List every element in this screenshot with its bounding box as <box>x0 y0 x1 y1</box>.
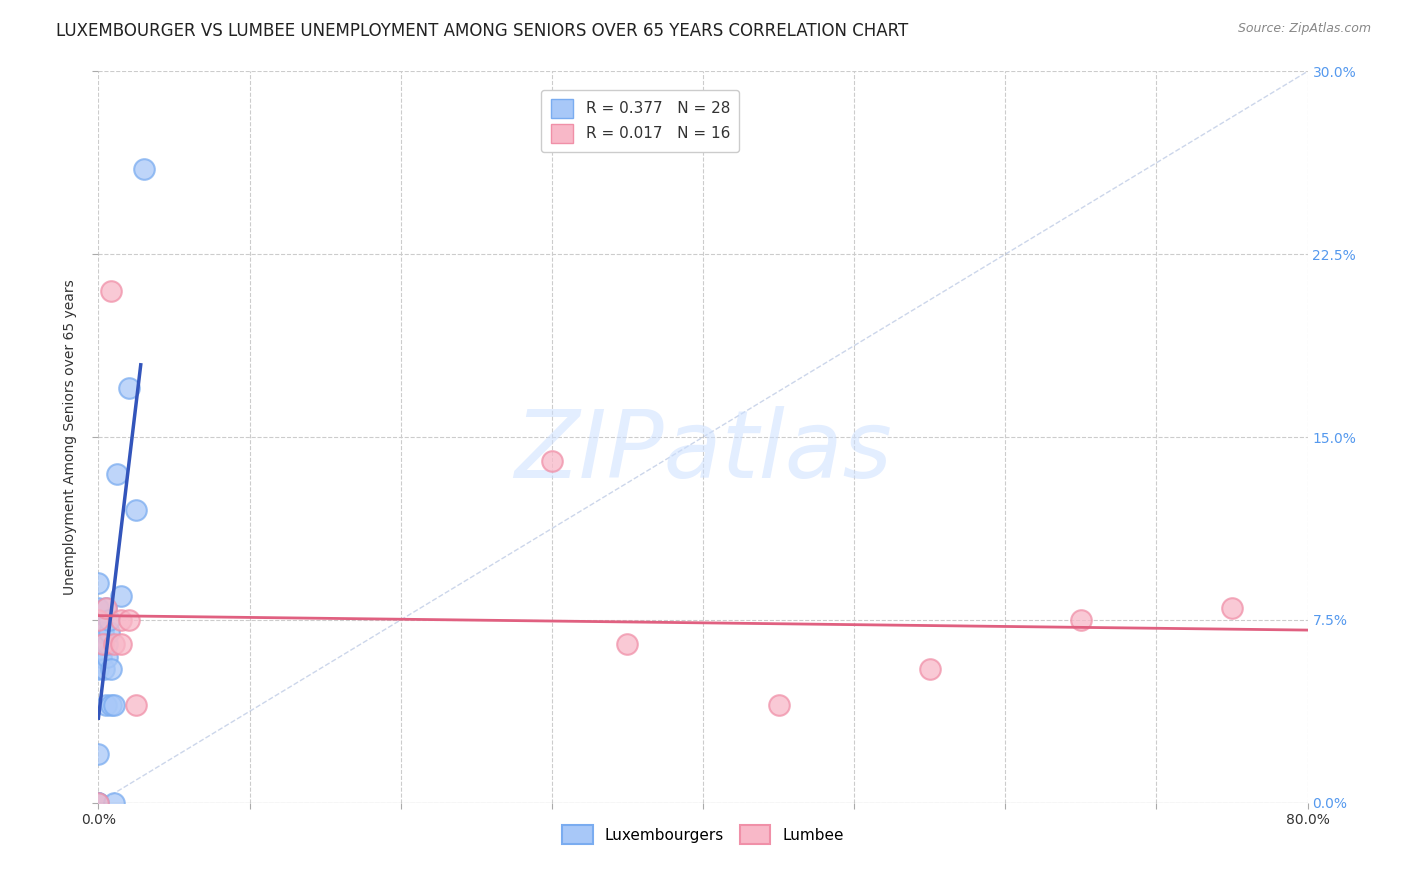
Point <box>96 649 118 664</box>
Point <box>87 576 110 591</box>
Point <box>103 637 125 651</box>
Point <box>1220 600 1243 615</box>
Point <box>118 613 141 627</box>
Text: ZIPatlas: ZIPatlas <box>515 406 891 497</box>
Point <box>918 662 941 676</box>
Point <box>91 637 114 651</box>
Point <box>87 625 110 640</box>
Point <box>125 503 148 517</box>
Point <box>118 381 141 395</box>
Point <box>94 600 117 615</box>
Point <box>87 613 110 627</box>
Point <box>100 698 122 713</box>
Text: Source: ZipAtlas.com: Source: ZipAtlas.com <box>1237 22 1371 36</box>
Point <box>87 796 110 810</box>
Point <box>87 796 110 810</box>
Point <box>768 698 790 713</box>
Point <box>93 662 115 676</box>
Point <box>105 467 128 481</box>
Point <box>91 625 114 640</box>
Point <box>540 454 562 468</box>
Text: LUXEMBOURGER VS LUMBEE UNEMPLOYMENT AMONG SENIORS OVER 65 YEARS CORRELATION CHAR: LUXEMBOURGER VS LUMBEE UNEMPLOYMENT AMON… <box>56 22 908 40</box>
Point <box>87 796 110 810</box>
Point <box>132 161 155 176</box>
Point <box>87 613 110 627</box>
Point <box>87 600 110 615</box>
Point <box>98 613 121 627</box>
Point <box>110 613 132 627</box>
Point <box>110 637 132 651</box>
Point <box>94 600 117 615</box>
Point <box>87 662 110 676</box>
Point <box>100 662 122 676</box>
Point <box>90 649 112 664</box>
Point <box>103 698 125 713</box>
Point <box>125 698 148 713</box>
Point <box>87 796 110 810</box>
Point <box>1070 613 1092 627</box>
Point <box>103 796 125 810</box>
Y-axis label: Unemployment Among Seniors over 65 years: Unemployment Among Seniors over 65 years <box>63 279 77 595</box>
Point <box>100 284 122 298</box>
Point <box>98 625 121 640</box>
Point <box>91 637 114 651</box>
Point <box>110 589 132 603</box>
Point <box>87 747 110 761</box>
Point <box>94 698 117 713</box>
Point <box>616 637 638 651</box>
Point <box>96 637 118 651</box>
Legend: Luxembourgers, Lumbee: Luxembourgers, Lumbee <box>557 819 849 850</box>
